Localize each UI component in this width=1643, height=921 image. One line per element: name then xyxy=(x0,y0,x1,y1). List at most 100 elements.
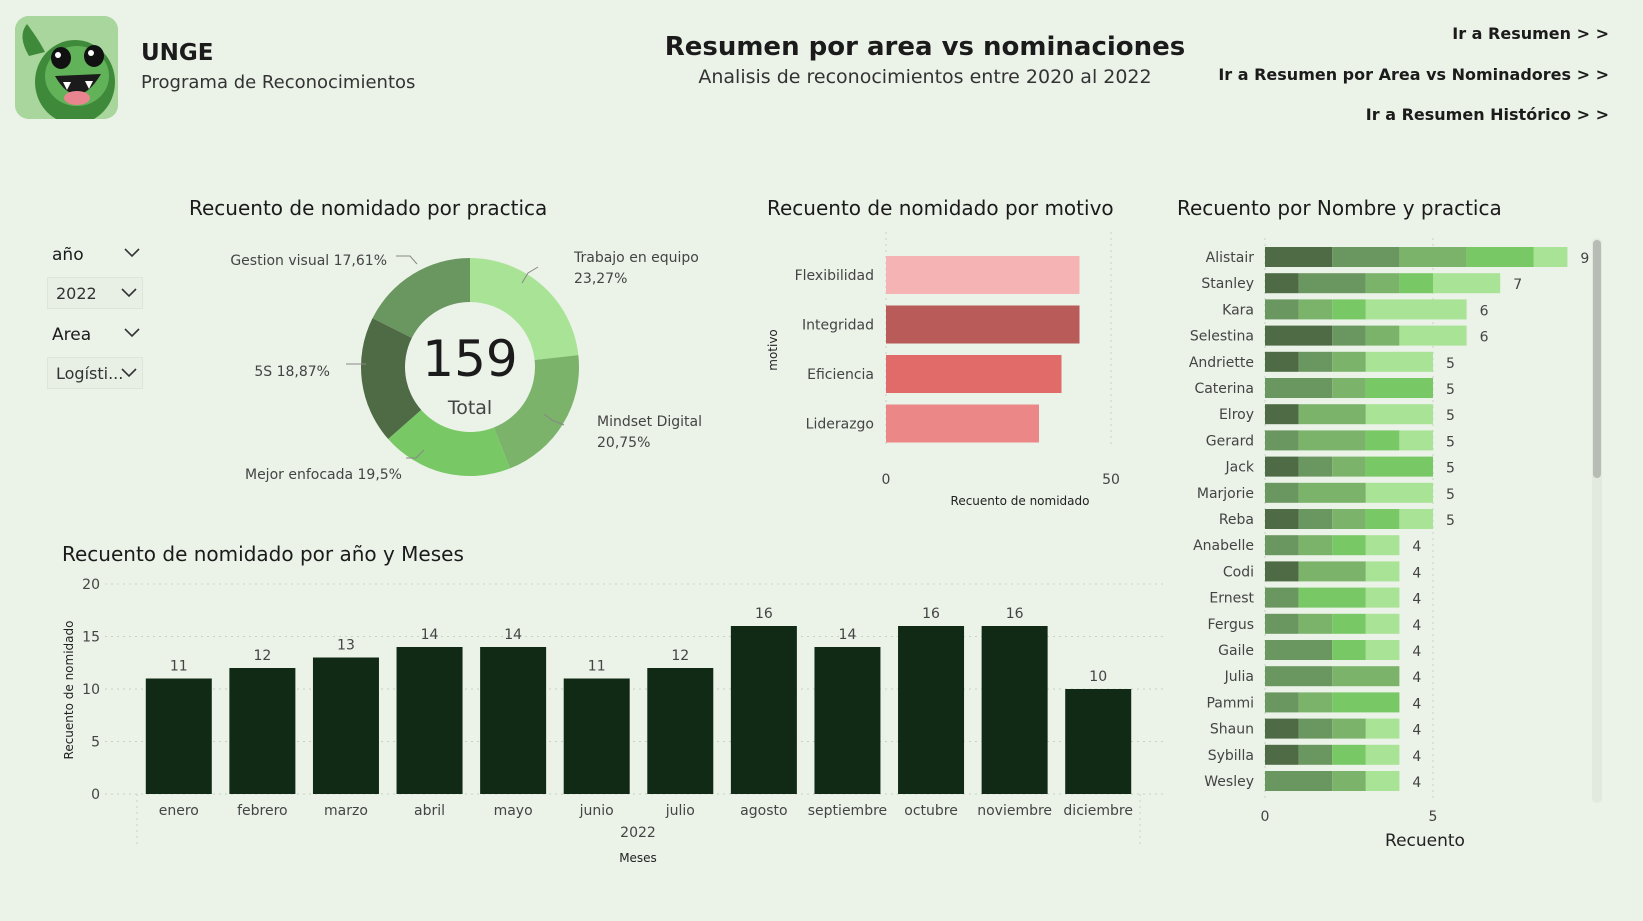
area-filter-value: Logísti... xyxy=(56,364,124,383)
stacked-bar-segment xyxy=(1298,561,1366,582)
name-category-label: Pammi xyxy=(1206,695,1254,711)
month-data-label: 14 xyxy=(421,627,439,643)
stacked-bar-segment xyxy=(1298,692,1333,713)
stacked-bar-segment xyxy=(1265,509,1299,529)
donut-chart: 159 Total Trabajo en equipo 23,27% Mindset D… xyxy=(230,250,702,483)
month-bar xyxy=(145,678,212,794)
motivo-category-label: Liderazgo xyxy=(806,417,874,433)
stacked-bar-segment xyxy=(1265,430,1299,451)
month-data-label: 10 xyxy=(1089,669,1107,685)
stacked-bar-segment xyxy=(1365,561,1400,582)
name-category-label: Jack xyxy=(1224,460,1254,476)
stacked-bar-segment xyxy=(1265,325,1333,346)
name-category-label: Alistair xyxy=(1206,250,1255,266)
stacked-bar-segment xyxy=(1399,273,1433,294)
stacked-bar-segment xyxy=(1265,299,1299,320)
chevron-down-icon[interactable] xyxy=(121,368,137,378)
name-category-label: Andriette xyxy=(1189,355,1254,371)
stacked-bar-segment xyxy=(1365,535,1400,556)
donut-label: Mejor enfocada 19,5% xyxy=(245,467,402,483)
donut-center-value: 159 xyxy=(422,330,517,388)
stacked-bar-segment xyxy=(1332,666,1400,687)
stacked-bar-segment xyxy=(1298,482,1366,503)
nav-link-resumen-historico[interactable]: Ir a Resumen Histórico > > xyxy=(1365,105,1609,124)
stacked-bar-segment xyxy=(1298,509,1333,529)
name-total-label: 5 xyxy=(1446,487,1455,503)
month-data-label: 14 xyxy=(839,627,857,643)
month-category-label: febrero xyxy=(237,803,288,819)
stacked-bar-segment xyxy=(1298,718,1333,739)
stacked-bar-segment xyxy=(1365,718,1400,739)
donut-slice xyxy=(372,258,470,338)
stacked-bar-segment xyxy=(1332,325,1366,346)
motivo-category-label: Integridad xyxy=(802,318,874,334)
chevron-down-icon[interactable] xyxy=(124,328,140,338)
donut-label: 23,27% xyxy=(574,271,627,287)
stacked-bar-segment xyxy=(1365,325,1400,346)
name-category-label: Reba xyxy=(1219,512,1254,528)
month-data-label: 16 xyxy=(755,606,773,622)
app-name: UNGE xyxy=(141,40,214,66)
name-total-label: 5 xyxy=(1446,513,1455,529)
stacked-bar-segment xyxy=(1365,587,1400,608)
x-tick-label: 50 xyxy=(1102,472,1120,488)
name-category-label: Selestina xyxy=(1190,329,1254,345)
name-total-label: 4 xyxy=(1412,696,1421,712)
x-tick-label: 0 xyxy=(1261,809,1270,825)
donut-leader-line xyxy=(521,266,539,284)
stacked-bar-segment xyxy=(1265,587,1299,608)
nombre-stacked-bar-chart: Alistair 9 Stanley 7 Kara 6 Selestina 6 Andriett… xyxy=(1189,238,1589,851)
stacked-bar-segment xyxy=(1265,613,1299,634)
nav-link-resumen-area-nominadores[interactable]: Ir a Resumen por Area vs Nominadores > > xyxy=(1218,65,1609,84)
stacked-bar-segment xyxy=(1298,587,1366,608)
name-total-label: 5 xyxy=(1446,382,1455,398)
scrollbar-track[interactable] xyxy=(1592,238,1602,803)
stacked-bar-segment xyxy=(1265,561,1299,582)
motivo-category-label: Eficiencia xyxy=(807,367,874,383)
stacked-bar-segment xyxy=(1265,744,1299,765)
name-total-label: 6 xyxy=(1480,303,1489,319)
month-data-label: 16 xyxy=(1006,606,1024,622)
area-filter-label: Area xyxy=(52,325,92,345)
month-bar xyxy=(814,647,881,794)
stacked-bar-segment xyxy=(1399,325,1467,346)
year-filter-label: año xyxy=(52,245,84,265)
name-total-label: 5 xyxy=(1446,408,1455,424)
app-subtitle: Programa de Reconocimientos xyxy=(141,72,416,93)
month-bar xyxy=(312,657,379,794)
stacked-bar-segment xyxy=(1298,273,1366,294)
stacked-bar-segment xyxy=(1332,378,1366,398)
stacked-bar-segment xyxy=(1332,640,1366,660)
name-total-label: 4 xyxy=(1412,539,1421,555)
month-bar xyxy=(898,626,965,794)
name-category-label: Caterina xyxy=(1194,381,1254,397)
stacked-bar-segment xyxy=(1298,613,1333,634)
stacked-bar-segment xyxy=(1365,771,1400,791)
y-tick-label: 0 xyxy=(91,787,100,803)
stacked-bar-segment xyxy=(1365,640,1400,660)
chevron-down-icon[interactable] xyxy=(121,288,137,298)
nav-link-resumen[interactable]: Ir a Resumen > > xyxy=(1452,24,1609,43)
stacked-bar-segment xyxy=(1332,692,1400,713)
name-category-label: Anabelle xyxy=(1193,538,1254,554)
stacked-bar-segment xyxy=(1298,430,1366,451)
donut-center-label: Total xyxy=(447,397,492,419)
month-category-label: diciembre xyxy=(1063,803,1133,819)
month-category-label: enero xyxy=(159,803,199,819)
name-category-label: Stanley xyxy=(1201,276,1254,292)
month-category-label: abril xyxy=(414,803,445,819)
donut-slice xyxy=(470,258,579,360)
month-data-label: 11 xyxy=(588,659,606,675)
stacked-bar-segment xyxy=(1433,273,1501,294)
chevron-down-icon[interactable] xyxy=(124,248,140,258)
donut-label: Mindset Digital xyxy=(597,414,702,430)
name-category-label: Elroy xyxy=(1219,407,1254,423)
name-category-label: Fergus xyxy=(1208,617,1254,633)
name-category-label: Julia xyxy=(1224,669,1254,685)
y-tick-label: 10 xyxy=(82,682,100,698)
month-bar xyxy=(480,647,547,794)
stacked-bar-segment xyxy=(1298,404,1366,425)
name-total-label: 4 xyxy=(1412,670,1421,686)
scrollbar-thumb[interactable] xyxy=(1593,240,1601,478)
stacked-bar-segment xyxy=(1365,430,1400,451)
